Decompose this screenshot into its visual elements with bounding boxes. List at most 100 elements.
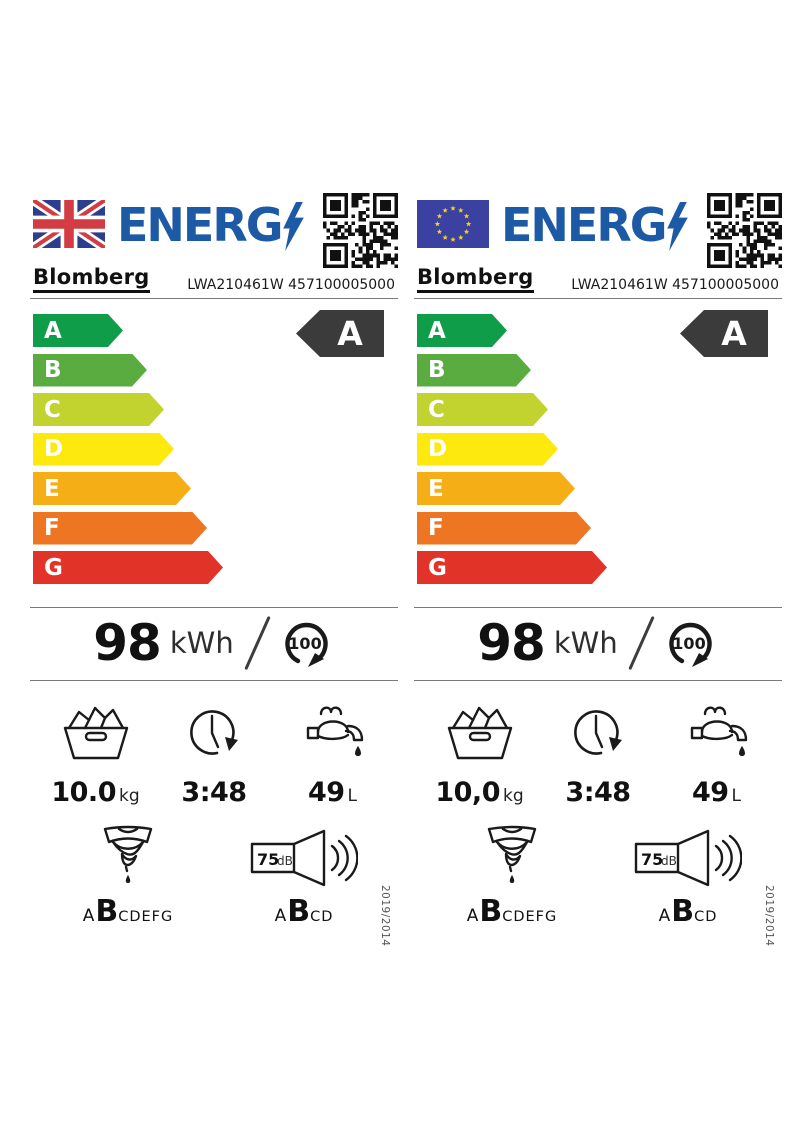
brand-row: Blomberg LWA210461W 457100005000 <box>417 265 779 293</box>
water-block: 49 L <box>659 695 774 808</box>
consumption-row: 10.0 kg 3:48 49 L <box>38 695 390 808</box>
scale-arrow-e: E <box>417 472 575 505</box>
noise-class-scale: A B CD <box>659 894 718 929</box>
brand-logo: Blomberg <box>417 265 534 293</box>
duration-block: 3:48 <box>541 695 656 808</box>
per-slash <box>244 615 271 671</box>
water-tap-icon <box>306 706 363 756</box>
noise-class-current: B <box>287 894 311 929</box>
spin-class-current: B <box>95 894 119 929</box>
water-unit: L <box>731 786 742 806</box>
energ-logo-text: ENERG <box>117 198 284 252</box>
spin-class-after: CDEFG <box>502 909 558 925</box>
water-unit: L <box>347 786 358 806</box>
duration-block: 3:48 <box>157 695 272 808</box>
energy-value: 98 <box>477 614 546 672</box>
brand-row: Blomberg LWA210461W 457100005000 <box>33 265 395 293</box>
laundry-basket-icon <box>63 706 128 760</box>
label-header: ENERG <box>33 193 398 269</box>
clock-icon <box>574 710 622 755</box>
water-drop-icon <box>125 875 131 883</box>
water-block: 49 L <box>275 695 390 808</box>
scale-letter: F <box>44 515 60 541</box>
capacity-block: 10,0 kg <box>422 695 537 808</box>
water-value: 49 <box>307 777 345 808</box>
scale-arrow-d: D <box>33 433 174 466</box>
energ-logo: ENERG <box>501 201 689 251</box>
rating-letter: A <box>721 314 747 353</box>
scale-letter: D <box>428 436 448 462</box>
noise-unit: dB <box>277 854 293 868</box>
scale-arrow-g: G <box>417 551 607 584</box>
spin-class-block: A B CDEFG <box>428 815 596 929</box>
noise-class-before: A <box>274 906 288 926</box>
per-slash <box>628 615 655 671</box>
energ-logo-text: ENERG <box>501 198 668 252</box>
noise-block: 75 dB A B CD <box>214 815 394 929</box>
scale-arrow-c: C <box>417 393 548 426</box>
scale-letter: B <box>428 357 446 383</box>
spin-class-current: B <box>479 894 503 929</box>
class-row: A B CDEFG 75 dB A B CD <box>44 815 394 929</box>
spin-class-block: A B CDEFG <box>44 815 212 929</box>
separator <box>30 680 398 681</box>
scale-letter: F <box>428 515 444 541</box>
energy-label-eu: ENERG Blomberg LWA210461W 457100005000 A… <box>414 193 782 963</box>
scale-arrow-a: A <box>33 314 123 347</box>
spin-class-scale: A B CDEFG <box>467 894 558 929</box>
capacity-block: 10.0 kg <box>38 695 153 808</box>
label-header: ENERG <box>417 193 782 269</box>
spin-class-before: A <box>82 906 96 926</box>
lightning-bolt-icon <box>282 202 304 251</box>
spin-class-after: CDEFG <box>118 909 174 925</box>
per-100-cycles-icon: 100 <box>285 622 328 667</box>
class-row: A B CDEFG 75 dB A B CD <box>428 815 778 929</box>
noise-class-after: CD <box>694 909 718 925</box>
scale-arrow-f: F <box>33 512 207 545</box>
energy-unit: kWh <box>169 626 234 660</box>
qr-code-icon <box>323 193 398 268</box>
scale-letter: G <box>44 554 63 581</box>
water-drop-icon <box>509 875 515 883</box>
separator <box>30 607 398 608</box>
consumption-row: 10,0 kg 3:48 49 L <box>422 695 774 808</box>
capacity-unit: kg <box>118 786 140 806</box>
spin-class-scale: A B CDEFG <box>83 894 174 929</box>
laundry-basket-icon <box>447 706 512 760</box>
scale-arrow-a: A <box>417 314 507 347</box>
lightning-bolt-icon <box>666 202 688 251</box>
separator <box>414 607 782 608</box>
scale-arrow-d: D <box>417 433 558 466</box>
rating-badge: A <box>296 310 384 357</box>
speaker-noise-icon: 75 dB <box>634 829 742 887</box>
scale-arrow-b: B <box>33 354 147 387</box>
scale-letter: C <box>428 396 445 423</box>
separator <box>414 680 782 681</box>
separator <box>30 298 398 299</box>
scale-letter: E <box>44 475 60 502</box>
scale-letter: A <box>428 317 446 344</box>
water-tap-icon <box>690 706 747 756</box>
energy-unit: kWh <box>553 626 618 660</box>
energy-label-uk: ENERG Blomberg LWA210461W 457100005000 A… <box>30 193 398 963</box>
efficiency-scale: A B C D E F G <box>417 314 607 591</box>
noise-class-before: A <box>658 906 672 926</box>
regulation-number: 2019/2014 <box>763 885 775 947</box>
speaker-noise-icon: 75 dB <box>250 829 358 887</box>
scale-arrow-e: E <box>33 472 191 505</box>
scale-arrow-f: F <box>417 512 591 545</box>
noise-class-current: B <box>671 894 695 929</box>
noise-unit: dB <box>661 854 677 868</box>
scale-letter: G <box>428 554 447 581</box>
scale-arrow-g: G <box>33 551 223 584</box>
capacity-unit: kg <box>502 786 524 806</box>
energy-consumption-row: 98 kWh 100 <box>30 610 398 676</box>
water-value: 49 <box>691 777 729 808</box>
duration-value: 3:48 <box>181 777 247 808</box>
noise-block: 75 dB A B CD <box>598 815 778 929</box>
model-number: LWA210461W 457100005000 <box>187 277 395 293</box>
spin-class-before: A <box>466 906 480 926</box>
clock-icon <box>190 710 238 755</box>
scale-letter: E <box>428 475 444 502</box>
